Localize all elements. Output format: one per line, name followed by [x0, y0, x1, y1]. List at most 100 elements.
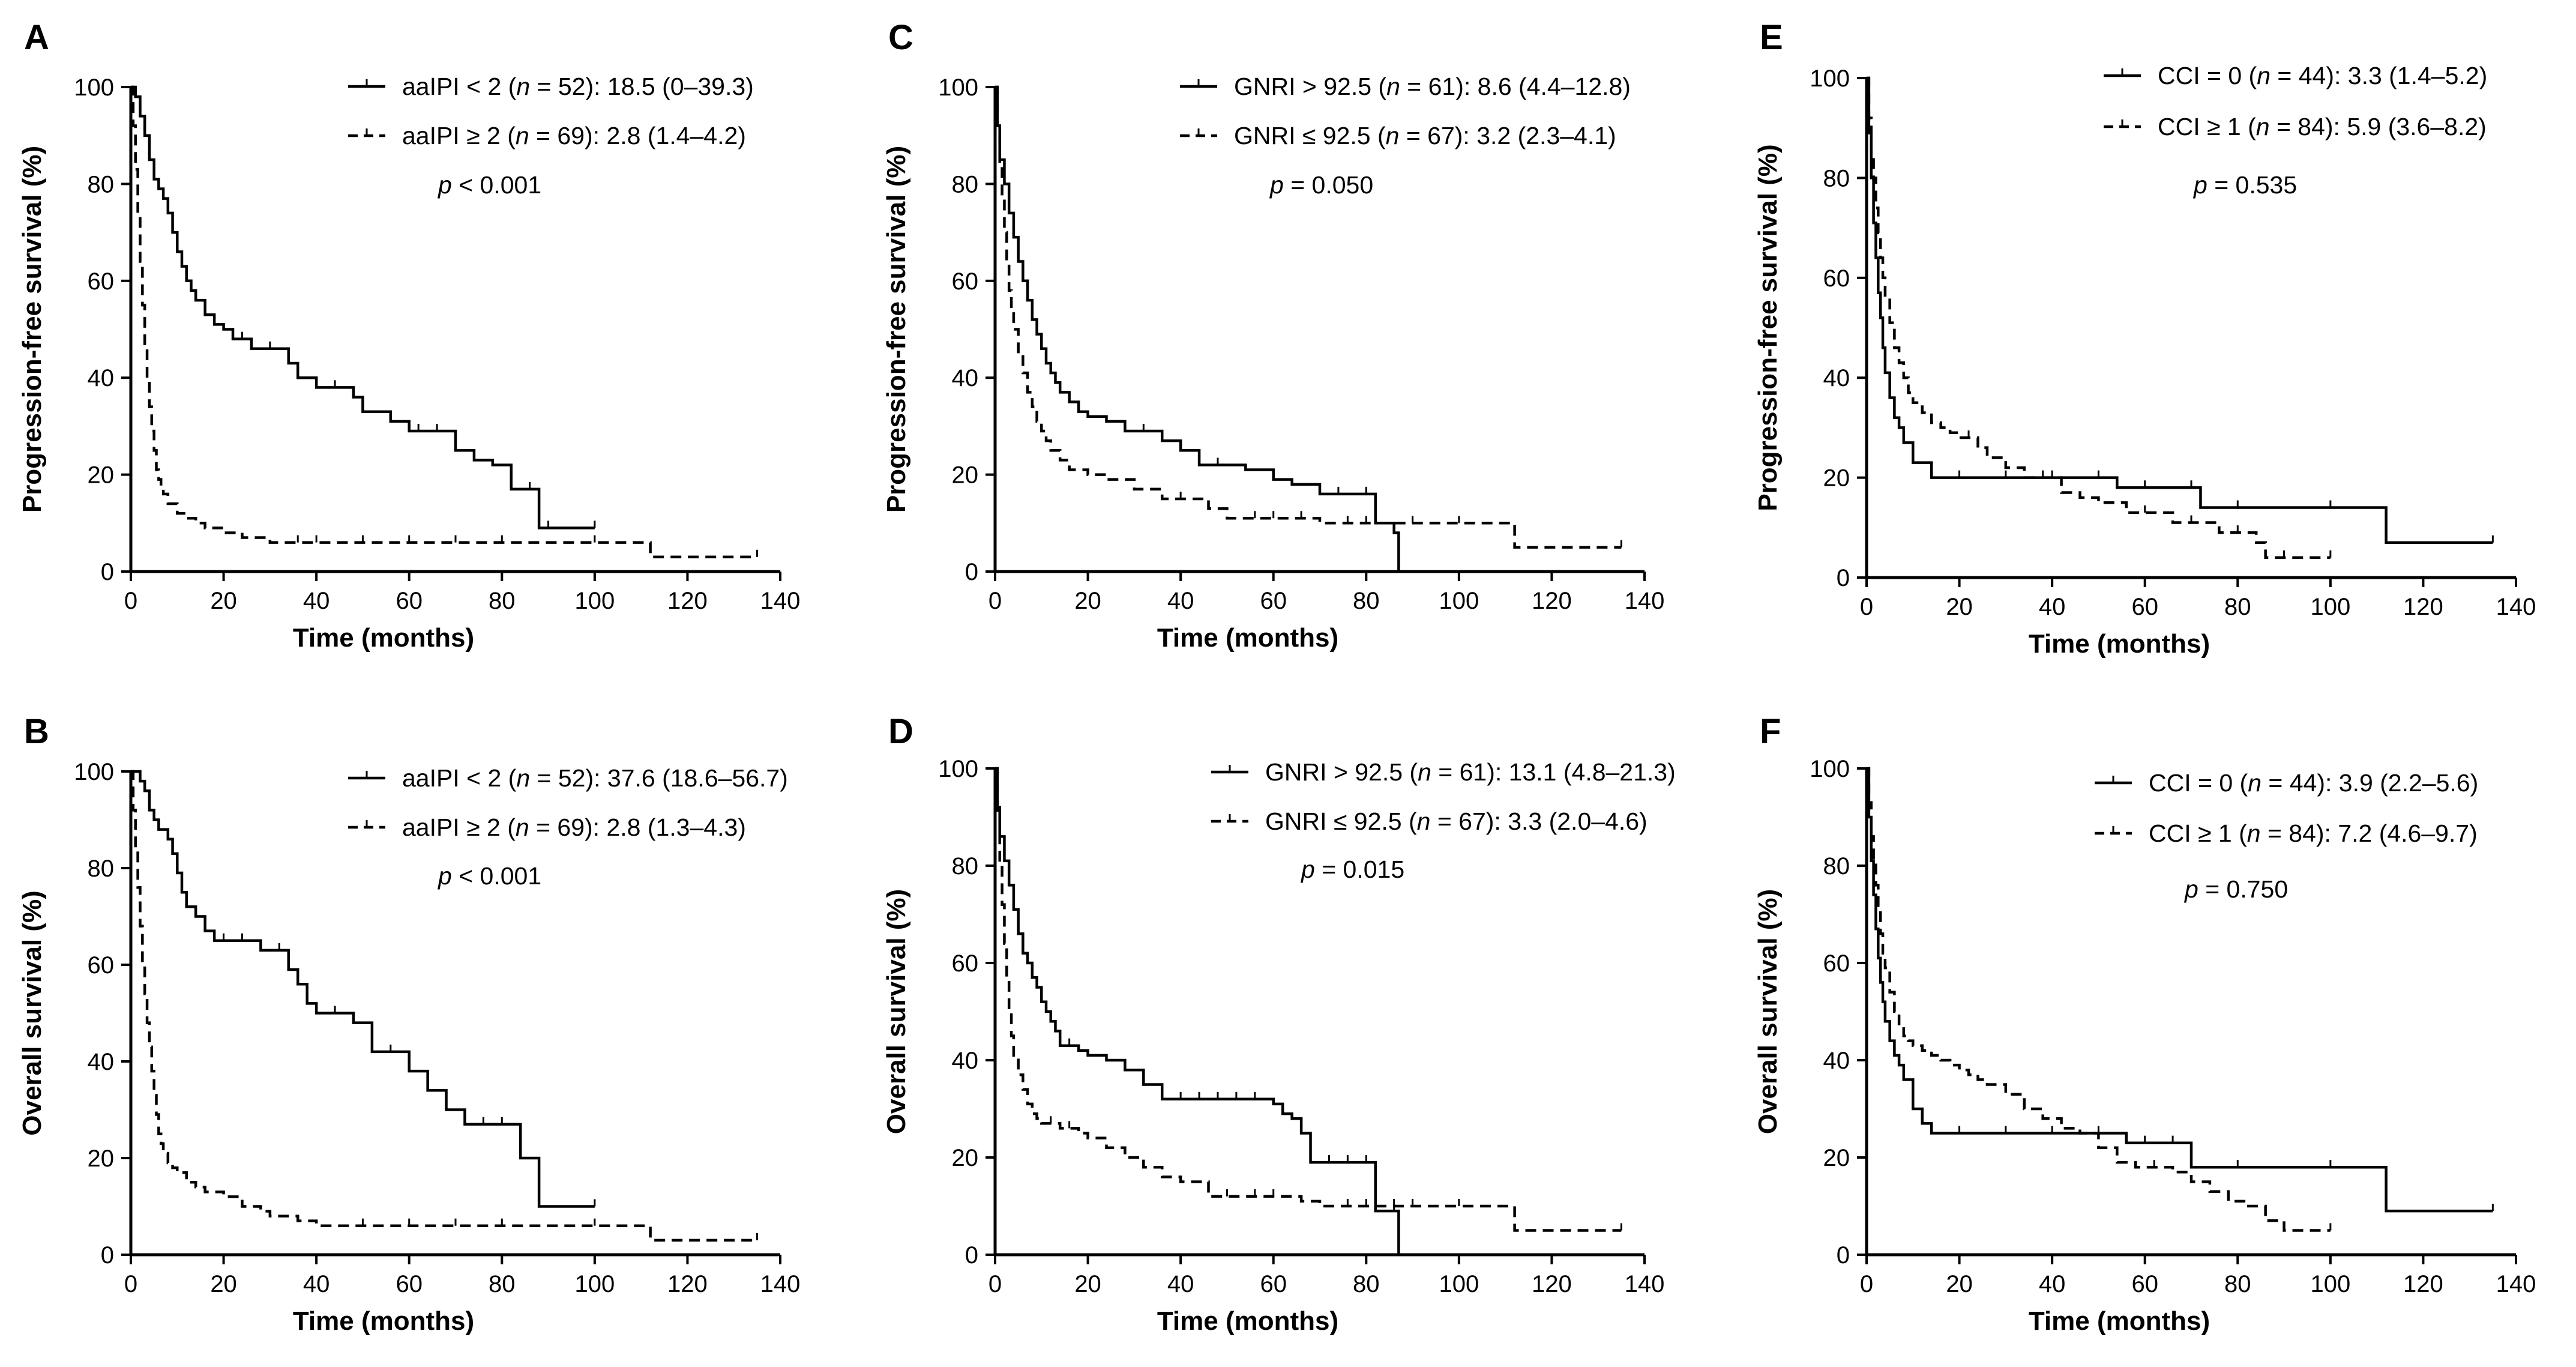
x-tick-label: 40 [2039, 1271, 2066, 1297]
y-tick-label: 20 [88, 1145, 115, 1172]
km-curve-dashed [1867, 767, 2331, 1232]
y-axis-title: Progression-free survival (%) [17, 146, 47, 513]
y-tick-label: 20 [952, 1145, 979, 1171]
x-tick-label: 40 [303, 588, 330, 614]
x-tick-label: 0 [1860, 1271, 1873, 1297]
x-tick-label: 40 [2039, 594, 2066, 620]
y-tick-label: 80 [952, 171, 979, 198]
y-tick-label: 60 [1823, 265, 1850, 292]
legend-entry: CCI = 0 (n = 44): 3.3 (1.4–5.2) [2158, 62, 2487, 89]
panel-label: F [1760, 712, 1781, 751]
legend-entry: GNRI ≤ 92.5 (n = 67): 3.3 (2.0–4.6) [1265, 807, 1648, 835]
x-tick-label: 80 [489, 1271, 516, 1297]
x-tick-label: 120 [667, 1271, 708, 1297]
y-tick-label: 40 [952, 365, 979, 391]
y-tick-label: 40 [1823, 1048, 1850, 1074]
x-tick-label: 100 [574, 588, 615, 614]
x-tick-label: 80 [2224, 1271, 2251, 1297]
y-axis-title: Progression-free survival (%) [1753, 144, 1783, 511]
km-panel-E: E 0 20 40 60 80 100 120 140 0 20 40 60 80 100 Time (mon… [1753, 18, 2536, 659]
x-tick-label: 100 [574, 1271, 615, 1297]
x-axis-title: Time (months) [1157, 1306, 1338, 1336]
x-tick-label: 60 [1260, 588, 1287, 614]
y-axis-title: Progression-free survival (%) [882, 146, 911, 513]
legend-entry: CCI ≥ 1 (n = 84): 5.9 (3.6–8.2) [2158, 113, 2487, 140]
panel-label: C [888, 18, 913, 57]
y-tick-label: 100 [938, 74, 978, 101]
x-tick-label: 60 [2131, 1271, 2158, 1297]
x-tick-label: 80 [489, 588, 516, 614]
y-tick-label: 20 [952, 462, 979, 489]
panel-label: E [1760, 18, 1783, 57]
legend-entry: GNRI > 92.5 (n = 61): 8.6 (4.4–12.8) [1234, 73, 1631, 100]
km-curve-dashed [995, 85, 1622, 549]
y-tick-label: 0 [1837, 565, 1850, 591]
x-tick-label: 20 [210, 1271, 237, 1297]
y-tick-label: 100 [1810, 65, 1850, 92]
y-tick-label: 60 [88, 268, 115, 295]
x-tick-label: 40 [1167, 1271, 1194, 1297]
x-tick-label: 120 [2403, 594, 2443, 620]
x-tick-label: 80 [1353, 588, 1380, 614]
x-tick-label: 80 [1353, 1271, 1380, 1297]
y-axis-title: Overall survival (%) [882, 889, 911, 1134]
x-tick-label: 40 [303, 1271, 330, 1297]
km-panel-D: D 0 20 40 60 80 100 120 140 0 20 40 60 80 100 Time (mon… [882, 712, 1676, 1336]
y-tick-label: 100 [74, 74, 114, 101]
km-panel-F: F 0 20 40 60 80 100 120 140 0 20 40 60 80 100 Time (mon… [1753, 712, 2536, 1336]
km-curve-solid [1867, 76, 2493, 545]
panel-label: A [24, 18, 49, 57]
km-curve-dashed [131, 85, 757, 559]
y-axis-title: Overall survival (%) [1753, 889, 1783, 1134]
p-value: p = 0.750 [2183, 875, 2288, 903]
y-tick-label: 0 [1837, 1242, 1850, 1269]
y-tick-label: 20 [1823, 1145, 1850, 1171]
panel-label: B [24, 712, 49, 751]
x-tick-label: 100 [1439, 1271, 1479, 1297]
y-tick-label: 0 [965, 1242, 978, 1269]
y-tick-label: 0 [101, 1242, 114, 1269]
km-curve-solid [131, 770, 595, 1208]
km-curve-dashed [995, 767, 1622, 1232]
legend-entry: GNRI > 92.5 (n = 61): 13.1 (4.8–21.3) [1265, 758, 1676, 786]
x-tick-label: 60 [396, 588, 423, 614]
x-tick-label: 80 [2224, 594, 2251, 620]
x-tick-label: 140 [760, 588, 801, 614]
y-tick-label: 60 [1823, 950, 1850, 977]
x-tick-label: 100 [2310, 1271, 2350, 1297]
x-tick-label: 120 [667, 588, 708, 614]
legend-entry: CCI ≥ 1 (n = 84): 7.2 (4.6–9.7) [2149, 819, 2478, 847]
x-tick-label: 140 [2496, 1271, 2536, 1297]
x-tick-label: 60 [396, 1271, 423, 1297]
y-tick-label: 40 [88, 1049, 115, 1075]
y-tick-label: 100 [938, 756, 978, 782]
p-value: p = 0.050 [1269, 171, 1373, 199]
x-tick-label: 140 [2496, 594, 2536, 620]
x-axis-title: Time (months) [2029, 1306, 2210, 1336]
x-axis-title: Time (months) [293, 1306, 474, 1336]
x-axis-title: Time (months) [1157, 623, 1338, 653]
y-tick-label: 0 [965, 559, 978, 585]
y-tick-label: 60 [952, 268, 979, 295]
y-tick-label: 20 [1823, 465, 1850, 492]
x-tick-label: 140 [760, 1271, 801, 1297]
x-tick-label: 120 [1532, 1271, 1572, 1297]
x-tick-label: 0 [124, 588, 137, 614]
y-tick-label: 0 [101, 559, 114, 585]
legend-entry: aaIPI < 2 (n = 52): 18.5 (0–39.3) [402, 73, 754, 100]
x-tick-label: 20 [1946, 1271, 1973, 1297]
x-tick-label: 0 [989, 1271, 1002, 1297]
x-tick-label: 140 [1625, 588, 1665, 614]
km-panel-B: B 0 20 40 60 80 100 120 140 0 20 40 60 80 100 Time (mon… [17, 712, 800, 1336]
x-tick-label: 0 [989, 588, 1002, 614]
y-tick-label: 40 [88, 365, 115, 391]
panel-label: D [888, 712, 913, 751]
km-curve-solid [995, 85, 1400, 572]
legend-entry: aaIPI ≥ 2 (n = 69): 2.8 (1.4–4.2) [402, 122, 746, 149]
x-tick-label: 60 [2131, 594, 2158, 620]
y-tick-label: 60 [952, 950, 979, 977]
x-tick-label: 140 [1625, 1271, 1665, 1297]
y-axis-title: Overall survival (%) [17, 890, 47, 1135]
y-tick-label: 80 [1823, 853, 1850, 880]
x-axis-title: Time (months) [293, 623, 474, 653]
